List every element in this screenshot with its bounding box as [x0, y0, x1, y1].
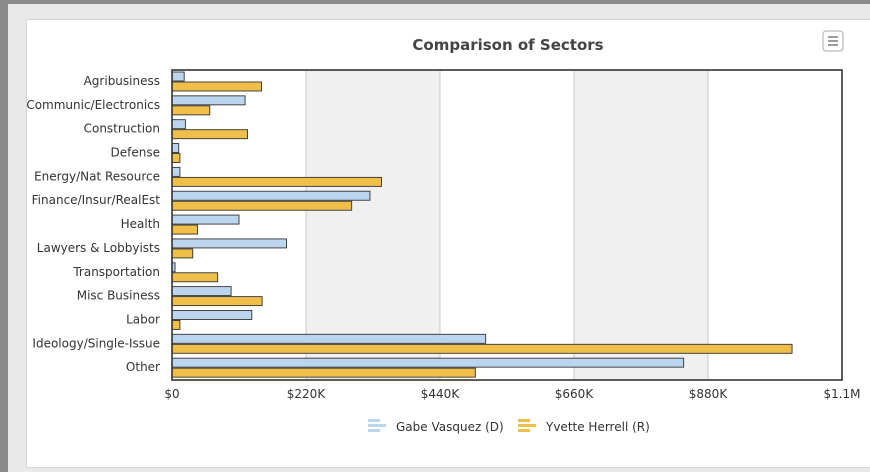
category-label: Defense: [111, 146, 160, 160]
chart-title: Comparison of Sectors: [412, 36, 603, 54]
bar[interactable]: [171, 333, 487, 344]
category-label: Agribusiness: [84, 74, 160, 88]
grid-band: [574, 70, 708, 380]
bar[interactable]: [171, 166, 181, 177]
chart-menu-button[interactable]: [822, 30, 844, 52]
legend-item[interactable]: Gabe Vasquez (D): [368, 419, 504, 434]
grid-band: [306, 70, 440, 380]
bar[interactable]: [171, 71, 185, 82]
category-labels: Agribusiness Communic/Electronics Construc…: [26, 74, 160, 374]
bar[interactable]: [171, 200, 353, 211]
bar[interactable]: [171, 357, 685, 368]
category-label: Ideology/Single-Issue: [32, 336, 160, 350]
category-label: Transportation: [72, 265, 160, 279]
x-axis-ticks: $0 $220K $440K $660K $880K $1.1M: [164, 387, 860, 401]
legend-label: Gabe Vasquez (D): [396, 420, 504, 434]
bar[interactable]: [171, 296, 263, 307]
bars-layer: [171, 71, 793, 378]
plot-border: [171, 69, 843, 381]
bar[interactable]: [171, 238, 287, 249]
grid-lines: [305, 70, 709, 380]
bar[interactable]: [171, 129, 248, 140]
category-label: Health: [121, 217, 160, 231]
bar[interactable]: [171, 81, 262, 92]
legend: Gabe Vasquez (D) Yvette Herrell (R): [368, 419, 650, 434]
category-label: Labor: [126, 312, 160, 326]
legend-symbol: [368, 424, 386, 427]
hamburger-menu-icon: [828, 36, 838, 46]
legend-item[interactable]: Yvette Herrell (R): [518, 419, 650, 434]
bar[interactable]: [171, 367, 476, 378]
category-label: Communic/Electronics: [26, 98, 160, 112]
grid-bands: [306, 70, 708, 380]
category-label: Finance/Insur/RealEst: [32, 193, 161, 207]
chart-card: [26, 19, 870, 468]
bar[interactable]: [171, 95, 246, 106]
bar[interactable]: [171, 176, 382, 187]
bar[interactable]: [171, 310, 253, 320]
bar[interactable]: [171, 153, 181, 163]
category-label: Construction: [84, 122, 160, 136]
bar[interactable]: [171, 320, 181, 330]
legend-symbol: [518, 424, 536, 427]
bar[interactable]: [171, 286, 232, 297]
x-tick-label: $1.1M: [823, 387, 860, 401]
bar[interactable]: [171, 248, 194, 259]
legend-label: Yvette Herrell (R): [545, 420, 650, 434]
x-tick-label: $660K: [555, 387, 595, 401]
category-label: Lawyers & Lobbyists: [37, 241, 160, 255]
bar[interactable]: [171, 224, 199, 235]
legend-symbol: [368, 429, 380, 432]
bar[interactable]: [171, 272, 219, 283]
category-label: Energy/Nat Resource: [34, 169, 160, 183]
legend-symbol: [518, 419, 530, 422]
x-tick-label: $220K: [287, 387, 327, 401]
bar[interactable]: [171, 190, 371, 201]
bar[interactable]: [171, 119, 186, 130]
bar[interactable]: [171, 143, 180, 153]
x-tick-label: $440K: [421, 387, 461, 401]
legend-symbol: [518, 429, 530, 432]
x-tick-label: $0: [164, 387, 179, 401]
x-tick-label: $880K: [689, 387, 729, 401]
bar[interactable]: [171, 343, 793, 354]
bar[interactable]: [171, 214, 240, 225]
bar[interactable]: [171, 105, 211, 116]
legend-symbol: [368, 419, 380, 422]
category-label: Other: [126, 360, 160, 374]
category-label: Misc Business: [77, 289, 160, 303]
